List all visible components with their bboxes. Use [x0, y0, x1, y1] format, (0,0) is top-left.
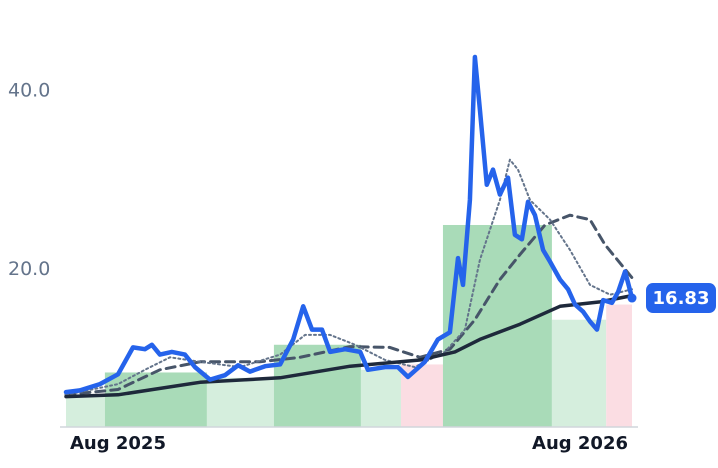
region-bar: [66, 396, 105, 427]
region-bar: [551, 319, 607, 427]
region-bar: [273, 344, 361, 427]
regions: [60, 224, 638, 428]
region-bar: [104, 372, 207, 427]
value-badge: [646, 283, 716, 314]
x-tick-label: Aug 2026: [532, 433, 628, 454]
series-line: [64, 213, 634, 397]
y-tick-label: 40.0: [8, 79, 50, 101]
region-bar: [442, 224, 552, 427]
value-label: 16.83: [653, 288, 710, 309]
y-tick-label: 20.0: [8, 258, 50, 280]
x-tick-label: Aug 2025: [70, 433, 166, 454]
series-line: [64, 293, 634, 399]
lines: [63, 54, 635, 399]
series-line: [63, 54, 635, 395]
series-line: [65, 158, 633, 396]
region-bar: [360, 369, 401, 427]
region-bar: [206, 377, 274, 427]
last-point: [627, 293, 637, 303]
labels: 20.0 40.0 Aug 2025 Aug 2026 16.83: [8, 79, 716, 454]
region-bar: [606, 304, 632, 427]
